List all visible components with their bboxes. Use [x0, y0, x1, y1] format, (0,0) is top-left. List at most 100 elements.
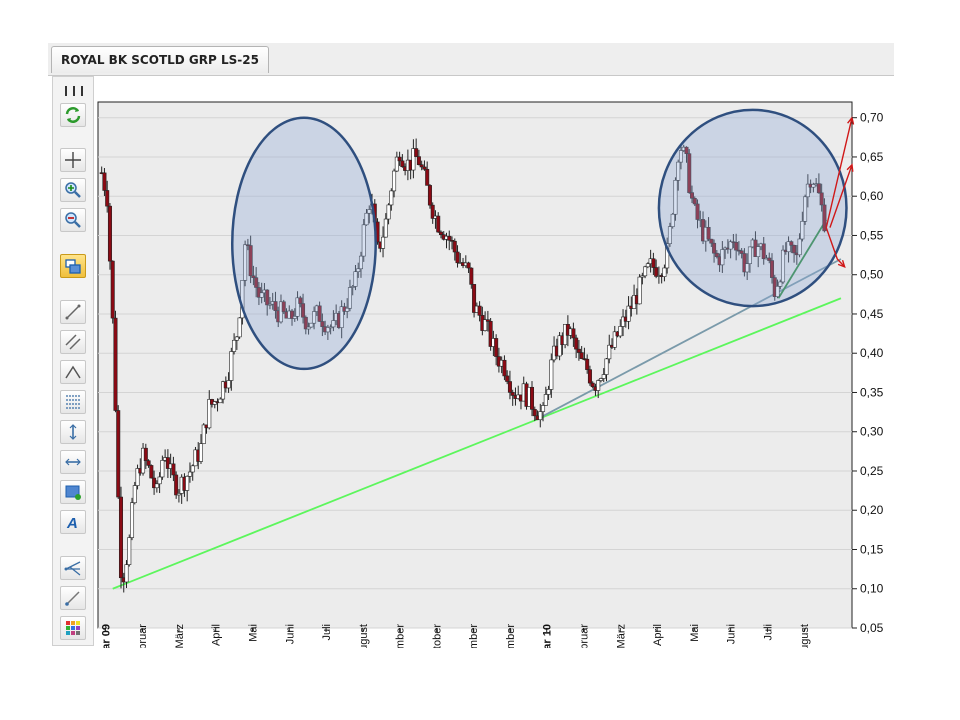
- candle-body: [350, 286, 355, 288]
- candle-body: [695, 203, 700, 220]
- y-tick-label: 0,20: [860, 503, 884, 517]
- y-tick-label: 0,05: [860, 621, 884, 635]
- candle-body: [226, 380, 231, 389]
- text-icon: A: [66, 515, 78, 531]
- candle-body: [756, 246, 761, 257]
- projection-arrow: [825, 117, 853, 228]
- candle-body: [400, 160, 405, 167]
- candle-body: [281, 301, 286, 313]
- candle-body: [146, 460, 151, 466]
- channel-tool-button[interactable]: [60, 330, 86, 354]
- candle-body: [298, 297, 303, 304]
- candle-body: [781, 249, 786, 283]
- vertical-line-button[interactable]: [60, 420, 86, 444]
- compare-button[interactable]: [60, 254, 86, 278]
- candle-body: [229, 351, 234, 381]
- ray-button[interactable]: [60, 586, 86, 610]
- line-tool-button[interactable]: [60, 300, 86, 324]
- candle-body: [502, 359, 507, 377]
- text-button[interactable]: A: [60, 510, 86, 534]
- candle-body: [651, 258, 656, 268]
- refresh-icon: [65, 107, 81, 123]
- horizontal-line-button[interactable]: [60, 450, 86, 474]
- candle-body: [483, 319, 488, 331]
- candle-body: [579, 352, 584, 359]
- y-tick-label: 0,35: [860, 385, 884, 399]
- candle-body: [306, 326, 311, 330]
- candle-body: [143, 447, 148, 462]
- candle-body: [425, 168, 430, 186]
- candle-body: [640, 275, 645, 278]
- candle-body: [665, 243, 670, 269]
- candle-body: [494, 338, 499, 357]
- candle-body: [673, 179, 678, 215]
- candle-body: [347, 287, 352, 309]
- y-tick-label: 0,25: [860, 464, 884, 478]
- x-tick-label: Januar 10: [542, 624, 554, 648]
- y-tick-label: 0,70: [860, 111, 884, 125]
- candle-body: [149, 465, 154, 479]
- candle-body: [116, 410, 121, 498]
- candle-body: [414, 148, 419, 157]
- candle-body: [292, 316, 297, 319]
- candle-body: [422, 166, 427, 170]
- candle-body: [604, 358, 609, 375]
- candle-body: [601, 374, 606, 379]
- triangle-tool-button[interactable]: [60, 360, 86, 384]
- pitchfork-button[interactable]: [60, 556, 86, 580]
- candle-body: [645, 263, 650, 268]
- candle-body: [477, 305, 482, 316]
- candle-body: [742, 253, 747, 273]
- candle-body: [822, 204, 827, 232]
- candle-body: [353, 271, 358, 287]
- x-tick-label: September: [395, 624, 407, 648]
- candle-body: [549, 359, 554, 390]
- triangle-tool-icon: [65, 365, 81, 379]
- x-tick-label: Dezember: [505, 624, 517, 648]
- zoom-in-button[interactable]: [60, 178, 86, 202]
- price-chart[interactable]: 0,05 0,10 0,15 0,20 0,25 0,30 0,35 0,40 0,45 0,50…: [96, 100, 896, 678]
- x-tick-label: November: [468, 624, 480, 648]
- plot-background: [97, 101, 853, 629]
- projection-arrow: [825, 227, 846, 268]
- tab-bar: ROYAL BK SCOTLD GRP LS-25: [48, 43, 894, 76]
- candle-body: [596, 380, 601, 391]
- color-palette-button[interactable]: [60, 616, 86, 640]
- candle-body: [507, 381, 512, 393]
- candle-body: [392, 170, 397, 192]
- candle-body: [301, 303, 306, 318]
- candle-body: [505, 375, 510, 382]
- candle-body: [201, 424, 206, 444]
- candle-body: [728, 241, 733, 250]
- grip-icon[interactable]: [62, 85, 86, 97]
- tab-instrument[interactable]: ROYAL BK SCOTLD GRP LS-25: [51, 46, 269, 73]
- candle-body: [171, 463, 176, 476]
- highlight-ellipse: [230, 116, 377, 371]
- fibonacci-button[interactable]: [60, 390, 86, 414]
- x-tick-label: Mai: [689, 624, 701, 642]
- crosshair-button[interactable]: [60, 148, 86, 172]
- candle-body: [118, 496, 123, 579]
- candle-body: [130, 502, 135, 538]
- refresh-button[interactable]: [60, 103, 86, 127]
- candle-body: [598, 378, 603, 381]
- candle-body: [259, 292, 264, 298]
- horizontal-line-icon: [65, 458, 81, 466]
- y-tick-label: 0,40: [860, 346, 884, 360]
- candle-body: [761, 243, 766, 260]
- candle-body: [778, 281, 783, 287]
- rectangle-button[interactable]: [60, 480, 86, 504]
- candle-body: [546, 389, 551, 395]
- candle-body: [607, 344, 612, 360]
- svg-text:A: A: [66, 515, 78, 531]
- candle-body: [747, 246, 752, 264]
- candle-body: [720, 249, 725, 266]
- candle-body: [667, 226, 672, 244]
- candle-body: [709, 238, 714, 244]
- zoom-out-button[interactable]: [60, 208, 86, 232]
- candle-body: [654, 267, 659, 277]
- candle-body: [450, 240, 455, 242]
- candle-body: [218, 398, 223, 404]
- candle-body: [157, 476, 162, 485]
- y-tick-label: 0,15: [860, 542, 884, 556]
